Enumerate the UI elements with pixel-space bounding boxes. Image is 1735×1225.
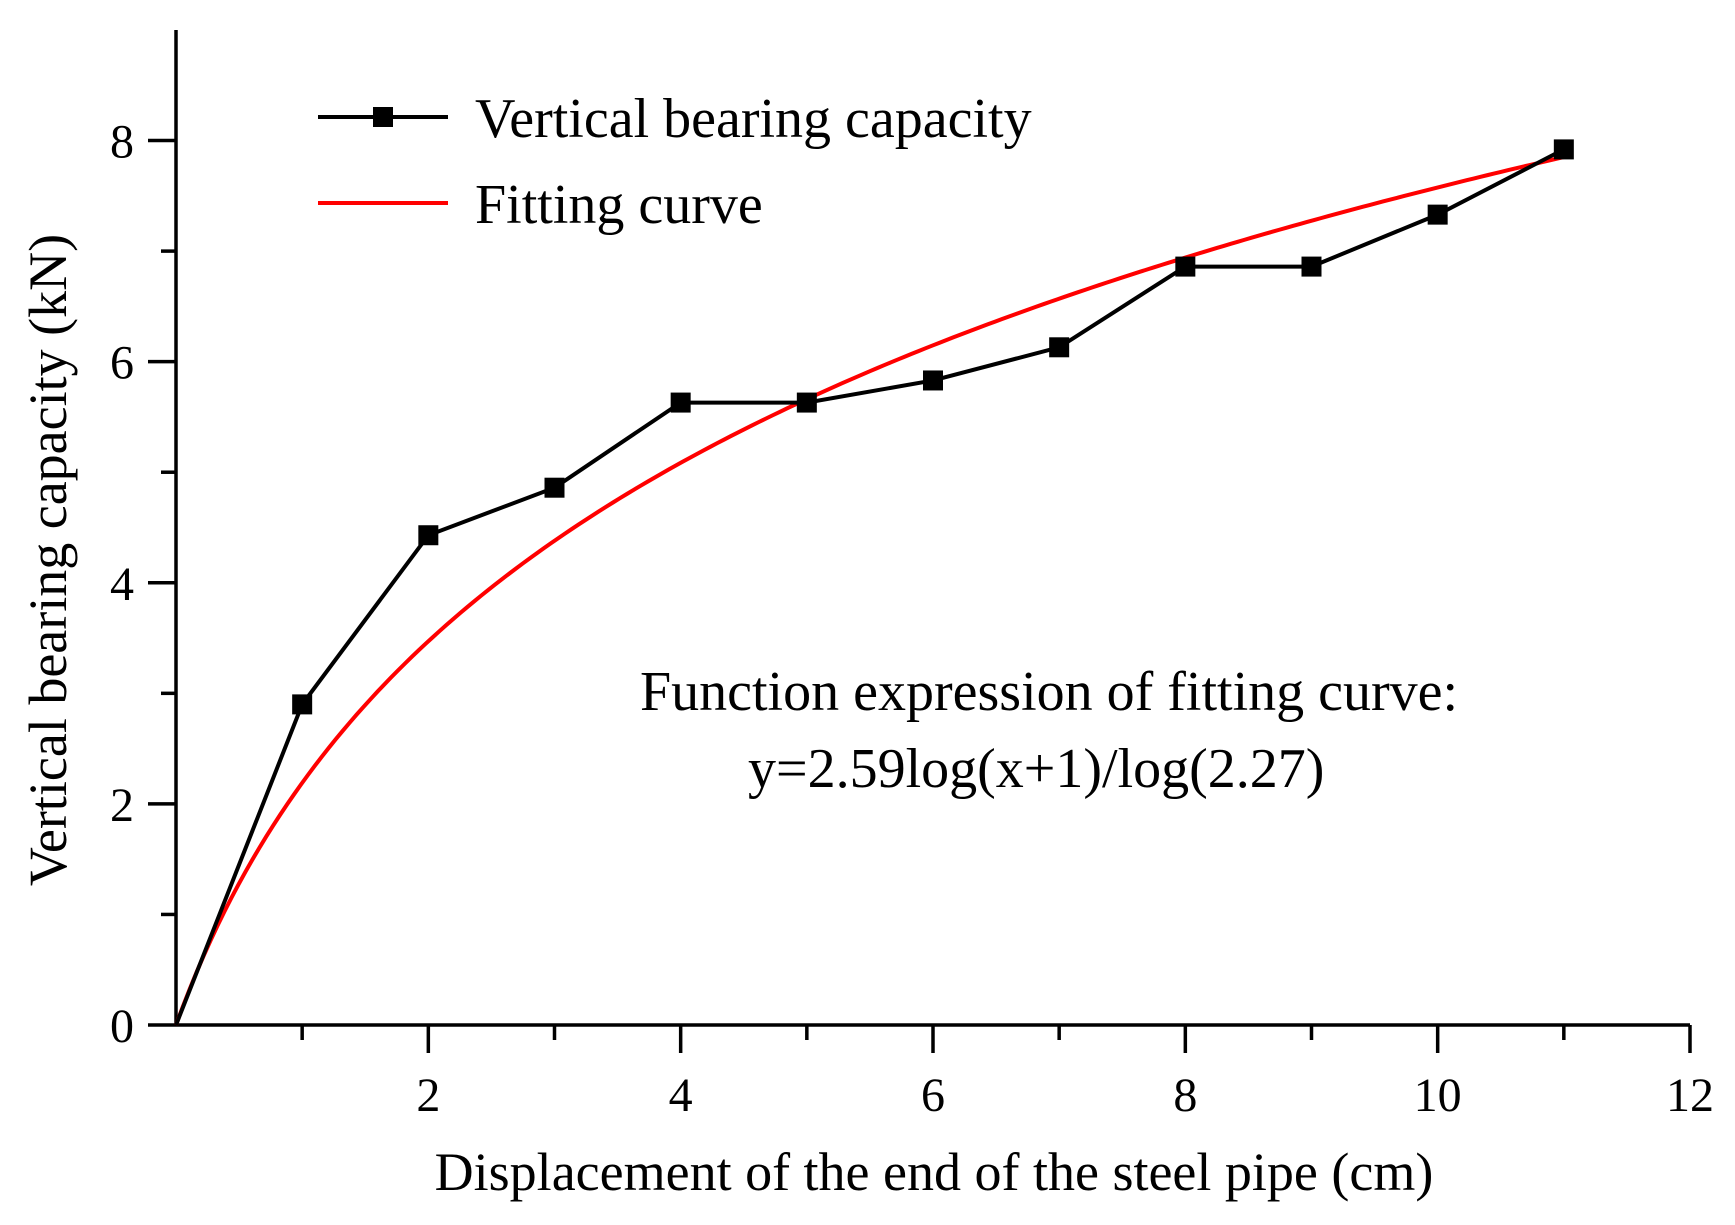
capacity-data-point (1301, 256, 1322, 277)
capacity-data-point (292, 694, 313, 715)
x-axis-title: Displacement of the end of the steel pip… (435, 1142, 1434, 1202)
plot-series (174, 139, 1574, 1026)
x-tick-label: 2 (416, 1069, 440, 1122)
x-tick-label: 12 (1666, 1069, 1714, 1122)
capacity-data-point (923, 370, 943, 391)
y-tick-label: 4 (110, 558, 134, 611)
y-tick-label: 2 (110, 779, 134, 832)
y-tick-label: 8 (110, 116, 134, 169)
x-tick-label: 10 (1414, 1069, 1462, 1122)
capacity-data-point (1175, 256, 1196, 277)
capacity-data-point (1553, 139, 1574, 160)
legend-label-fitting: Fitting curve (475, 174, 763, 236)
fitting-curve-line (174, 155, 1565, 1026)
y-tick-label: 6 (110, 337, 134, 390)
x-axis-ticks: 2 4 6 8 10 12 (300, 1025, 1714, 1122)
legend: Vertical bearing capacity Fitting curve (318, 88, 1032, 236)
capacity-data-point (1427, 204, 1448, 225)
x-tick-label: 6 (921, 1069, 945, 1122)
capacity-data-point (1049, 337, 1070, 358)
capacity-data-point (796, 392, 817, 413)
annotation-function-expression: y=2.59log(x+1)/log(2.27) (748, 738, 1324, 800)
y-axis-title: Vertical bearing capacity (kN) (18, 234, 78, 886)
legend-label-capacity: Vertical bearing capacity (475, 88, 1032, 150)
y-tick-label: 0 (110, 1000, 134, 1053)
capacity-data-point (544, 477, 565, 498)
capacity-data-point (670, 392, 691, 413)
annotation-function-title: Function expression of fitting curve: (640, 661, 1458, 723)
capacity-data-point (418, 525, 439, 546)
legend-marker-capacity (373, 107, 393, 127)
x-tick-label: 8 (1173, 1069, 1197, 1122)
capacity-series-line (174, 147, 1565, 1026)
x-tick-label: 4 (669, 1069, 693, 1122)
y-axis-ticks: 0 2 4 6 8 (110, 116, 176, 1053)
